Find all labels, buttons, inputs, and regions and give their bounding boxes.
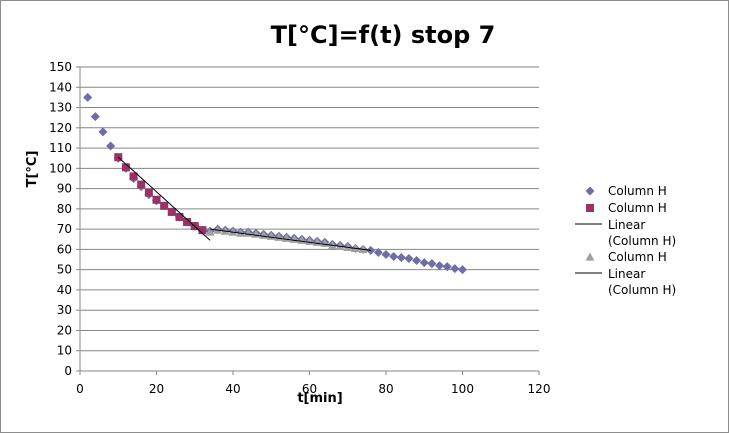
data-point-diamond bbox=[98, 127, 108, 137]
x-axis-title: t[min] bbox=[297, 391, 342, 406]
y-tick-label: 40 bbox=[57, 283, 72, 297]
legend-label: (Column H) bbox=[608, 283, 676, 297]
data-point-square bbox=[129, 172, 138, 181]
x-tick-labels: 0 20 40 60 80 100 120 bbox=[76, 382, 550, 396]
legend: Column H Column H Linear (Column H) Column H… bbox=[575, 184, 676, 297]
trendline bbox=[117, 156, 211, 241]
data-point-square bbox=[152, 195, 161, 204]
data-point-diamond bbox=[373, 247, 383, 257]
y-tick-label: 70 bbox=[57, 222, 72, 236]
data-point-diamond bbox=[412, 256, 422, 266]
legend-label: Linear bbox=[608, 218, 645, 232]
data-point-diamond bbox=[389, 251, 399, 261]
series-layer bbox=[83, 92, 467, 275]
legend-item: Linear (Column H) bbox=[575, 218, 676, 248]
y-tick-label: 120 bbox=[49, 121, 72, 135]
legend-triangle-icon bbox=[585, 252, 595, 261]
data-point-diamond bbox=[83, 92, 93, 102]
y-tick-label: 100 bbox=[49, 161, 72, 175]
x-tick-label: 100 bbox=[451, 382, 474, 396]
legend-item: Column H bbox=[585, 250, 667, 264]
data-point-square bbox=[167, 207, 176, 216]
axes bbox=[76, 66, 540, 375]
data-point-diamond bbox=[435, 261, 445, 271]
legend-item: Linear (Column H) bbox=[575, 267, 676, 297]
y-tick-label: 50 bbox=[57, 263, 72, 277]
legend-label: Column H bbox=[608, 250, 667, 264]
y-axis-title: T[°C] bbox=[25, 151, 40, 188]
x-tick-label: 80 bbox=[378, 382, 393, 396]
data-point-diamond bbox=[396, 253, 406, 263]
data-point-square bbox=[183, 218, 192, 227]
data-point-square bbox=[137, 180, 146, 189]
data-point-diamond bbox=[450, 264, 460, 274]
legend-diamond-icon bbox=[585, 186, 595, 196]
y-tick-label: 20 bbox=[57, 323, 72, 337]
data-point-diamond bbox=[427, 259, 437, 269]
y-tick-labels: 0 10 20 30 40 50 60 70 80 90 100 110 120 130 140 150 bbox=[49, 60, 72, 378]
series-5 bbox=[209, 228, 371, 251]
legend-item: Column H bbox=[586, 201, 667, 215]
data-point-square bbox=[121, 163, 130, 172]
legend-label: (Column H) bbox=[608, 234, 676, 248]
y-tick-label: 140 bbox=[49, 80, 72, 94]
y-tick-label: 30 bbox=[57, 303, 72, 317]
x-tick-label: 20 bbox=[149, 382, 164, 396]
series-3 bbox=[117, 156, 211, 241]
x-tick-label: 0 bbox=[76, 382, 84, 396]
x-tick-label: 120 bbox=[528, 382, 551, 396]
data-point-triangle bbox=[205, 227, 215, 236]
series-2 bbox=[114, 153, 207, 235]
y-tick-label: 90 bbox=[57, 182, 72, 196]
data-point-diamond bbox=[442, 262, 452, 272]
data-point-square bbox=[198, 226, 207, 235]
legend-label: Column H bbox=[608, 201, 667, 215]
data-point-diamond bbox=[106, 141, 116, 151]
data-point-square bbox=[144, 188, 153, 197]
data-point-diamond bbox=[458, 265, 467, 275]
data-point-square bbox=[160, 201, 169, 210]
x-tick-label: 60 bbox=[302, 382, 317, 396]
data-point-diamond bbox=[404, 254, 414, 264]
y-tick-label: 130 bbox=[49, 101, 72, 115]
x-tick-label: 40 bbox=[225, 382, 240, 396]
trendline bbox=[209, 228, 371, 251]
grid-lines bbox=[80, 66, 539, 352]
data-point-square bbox=[175, 212, 184, 221]
legend-label: Column H bbox=[608, 184, 667, 198]
y-tick-label: 80 bbox=[57, 202, 72, 216]
y-tick-label: 150 bbox=[49, 60, 72, 74]
legend-label: Linear bbox=[608, 267, 645, 281]
y-tick-label: 60 bbox=[57, 242, 72, 256]
y-tick-label: 0 bbox=[64, 364, 72, 378]
legend-square-icon bbox=[586, 204, 594, 212]
data-point-diamond bbox=[419, 258, 429, 268]
data-point-diamond bbox=[90, 112, 100, 122]
y-tick-label: 110 bbox=[49, 141, 72, 155]
y-tick-label: 10 bbox=[57, 344, 72, 358]
chart-title: T[°C]=f(t) stop 7 bbox=[271, 21, 496, 49]
data-point-diamond bbox=[381, 249, 391, 259]
legend-item: Column H bbox=[585, 184, 667, 198]
